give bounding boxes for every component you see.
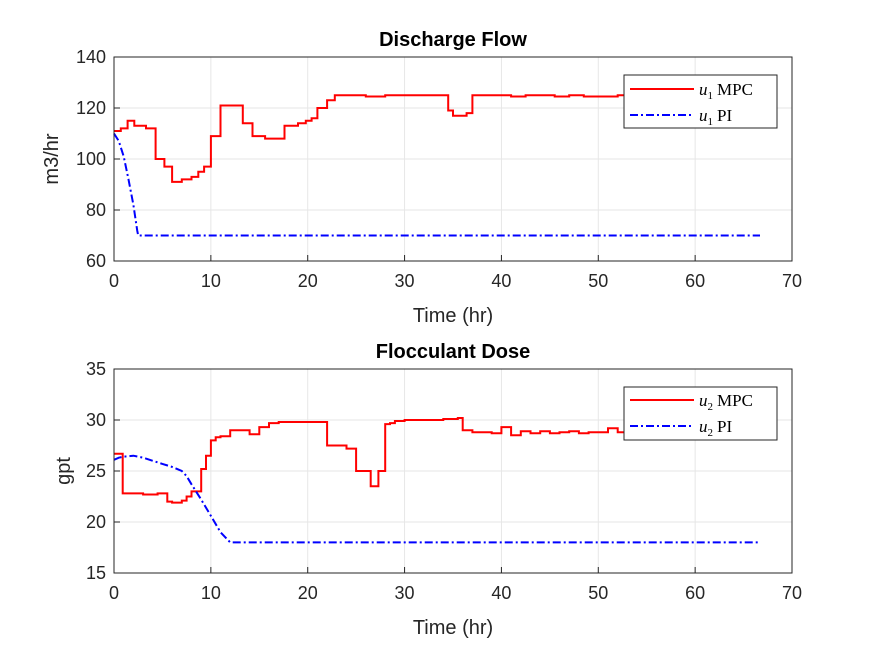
- y-axis-label: gpt: [53, 457, 75, 485]
- legend-box: [623, 386, 778, 441]
- x-tick-label: 70: [782, 271, 802, 291]
- series-line-u1-pi: [113, 132, 760, 237]
- x-tick-label: 70: [782, 583, 802, 603]
- series-line-u1-mpc: [114, 94, 629, 183]
- y-tick-label: 60: [86, 251, 106, 271]
- y-tick-labels: 60 80 100 120 140: [76, 47, 106, 271]
- y-tick-label: 25: [86, 461, 106, 481]
- x-tick-label: 10: [201, 583, 221, 603]
- x-tick-label: 0: [109, 583, 119, 603]
- y-tick-label: 80: [86, 200, 106, 220]
- y-tick-label: 15: [86, 563, 106, 583]
- x-tick-label: 50: [588, 583, 608, 603]
- y-tick-label: 35: [86, 359, 106, 379]
- x-tick-labels: 0 10 20 30 40 50 60 70: [109, 583, 802, 603]
- y-tick-label: 30: [86, 410, 106, 430]
- chart-title: Discharge Flow: [379, 29, 527, 51]
- y-tick-label: 20: [86, 512, 106, 532]
- legend-box: [623, 74, 778, 129]
- legend-label-u2-pi: u2 PI: [699, 417, 732, 439]
- x-tick-labels: 0 10 20 30 40 50 60 70: [109, 271, 802, 291]
- x-tick-label: 30: [395, 271, 415, 291]
- y-tick-labels: 15 20 25 30 35: [86, 359, 106, 583]
- x-tick-label: 0: [109, 271, 119, 291]
- legend-label-u1-pi: u1 PI: [699, 106, 732, 128]
- chart-title: Flocculant Dose: [376, 341, 530, 363]
- x-tick-label: 10: [201, 271, 221, 291]
- x-tick-label: 60: [685, 271, 705, 291]
- x-tick-label: 40: [491, 583, 511, 603]
- series-group: [113, 417, 760, 544]
- x-tick-label: 20: [298, 583, 318, 603]
- x-tick-label: 60: [685, 583, 705, 603]
- x-tick-label: 30: [395, 583, 415, 603]
- y-tick-label: 120: [76, 98, 106, 118]
- x-tick-label: 20: [298, 271, 318, 291]
- series-line-u2-pi: [113, 454, 760, 544]
- x-axis-label: Time (hr): [413, 305, 493, 327]
- legend: u1 MPC u1 PI: [623, 74, 778, 129]
- x-tick-label: 50: [588, 271, 608, 291]
- subplot-flocculant-dose: 0 10 20 30 40 50 60 70 15 20 25 30 35 Flocculant Do…: [53, 341, 802, 639]
- y-tick-label: 100: [76, 149, 106, 169]
- legend: u2 MPC u2 PI: [623, 386, 778, 441]
- x-tick-label: 40: [491, 271, 511, 291]
- x-axis-label: Time (hr): [413, 617, 493, 639]
- legend-label-u1-mpc: u1 MPC: [699, 80, 753, 102]
- subplot-discharge-flow: 0 10 20 30 40 50 60 70 60 80 100 120 140 Discharge …: [41, 29, 802, 327]
- series-group: [113, 94, 760, 237]
- y-tick-label: 140: [76, 47, 106, 67]
- series-line-u2-mpc: [114, 417, 629, 504]
- y-axis-label: m3/hr: [41, 133, 63, 184]
- legend-label-u2-mpc: u2 MPC: [699, 391, 753, 413]
